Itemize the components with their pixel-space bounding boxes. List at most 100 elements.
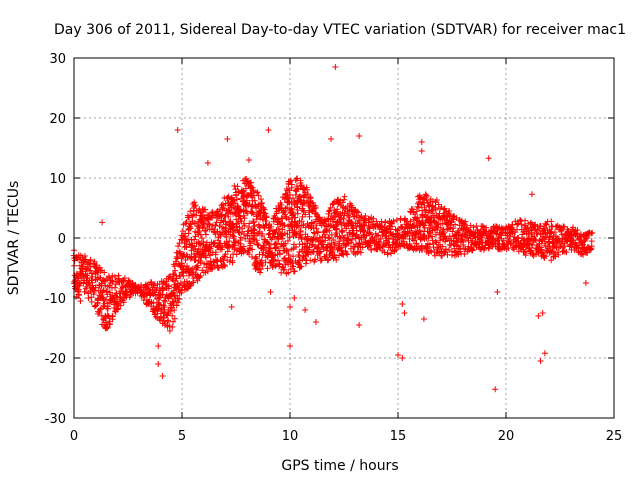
data-point: [191, 203, 198, 210]
data-point: [588, 238, 595, 245]
data-point: [259, 230, 266, 237]
data-point: [535, 227, 542, 234]
data-point: [167, 308, 174, 315]
data-point: [252, 201, 259, 208]
data-point: [284, 237, 291, 244]
data-point: [281, 230, 288, 237]
data-point: [512, 218, 519, 225]
data-point: [413, 208, 420, 215]
data-point: [303, 243, 310, 250]
data-point: [88, 270, 95, 277]
data-point: [588, 243, 595, 250]
data-point: [237, 237, 244, 244]
data-point: [166, 327, 173, 334]
data-point: [251, 197, 258, 204]
data-point: [172, 258, 179, 265]
data-point: [442, 246, 449, 253]
data-point: [206, 221, 213, 228]
data-point: [332, 239, 339, 246]
data-point: [307, 225, 314, 232]
data-point: [522, 252, 529, 259]
data-point: [104, 303, 111, 310]
data-point: [315, 228, 322, 235]
data-point: [343, 241, 350, 248]
data-point: [534, 230, 541, 237]
data-point: [192, 202, 199, 209]
data-point: [531, 233, 538, 240]
data-point: [258, 257, 265, 264]
data-point: [353, 227, 360, 234]
data-point: [190, 275, 197, 282]
data-point: [345, 236, 352, 243]
data-point: [525, 240, 532, 247]
data-point: [296, 248, 303, 255]
data-point: [262, 217, 269, 224]
data-point: [458, 236, 465, 243]
data-point: [100, 287, 107, 294]
data-point: [298, 182, 305, 189]
data-point: [541, 350, 548, 357]
data-point: [326, 235, 333, 242]
data-point: [356, 239, 363, 246]
data-point: [273, 245, 280, 252]
data-point: [300, 207, 307, 214]
data-point: [370, 215, 377, 222]
data-point: [103, 288, 110, 295]
data-point: [301, 252, 308, 259]
data-point: [165, 317, 172, 324]
data-point: [144, 285, 151, 292]
data-point: [182, 243, 189, 250]
data-point: [563, 238, 570, 245]
data-point: [152, 292, 159, 299]
data-point: [478, 243, 485, 250]
data-point: [515, 234, 522, 241]
data-point: [176, 295, 183, 302]
data-point: [171, 263, 178, 270]
data-point: [71, 257, 78, 264]
data-point: [234, 203, 241, 210]
data-point: [384, 251, 391, 258]
data-point: [226, 244, 233, 251]
data-point: [538, 244, 545, 251]
data-point: [302, 307, 309, 313]
data-point: [194, 277, 201, 284]
data-point: [183, 286, 190, 293]
data-point: [262, 210, 269, 217]
y-tick-label: 0: [58, 232, 66, 247]
data-point: [578, 250, 585, 257]
data-point: [285, 269, 292, 276]
data-point: [166, 273, 173, 280]
data-point: [423, 192, 430, 199]
data-point: [390, 218, 397, 225]
data-point: [266, 227, 273, 234]
data-point: [86, 260, 93, 267]
data-point: [326, 227, 333, 234]
data-point: [294, 175, 301, 182]
y-tick-label: 20: [49, 112, 66, 127]
data-point: [531, 222, 538, 229]
data-point: [349, 204, 356, 211]
y-tick-label: -20: [45, 352, 66, 367]
data-point: [314, 245, 321, 252]
data-point: [293, 244, 300, 251]
data-point: [309, 199, 316, 206]
data-point: [338, 228, 345, 235]
data-point: [352, 232, 359, 239]
data-point: [250, 218, 257, 225]
data-point: [203, 231, 210, 238]
data-point: [411, 244, 418, 251]
data-point: [234, 220, 241, 227]
data-point: [393, 246, 400, 253]
data-point: [344, 203, 351, 210]
data-point: [382, 219, 389, 226]
data-point: [266, 244, 273, 251]
data-point: [174, 254, 181, 261]
data-point: [282, 213, 289, 220]
data-point: [226, 258, 233, 265]
data-point: [289, 195, 296, 202]
data-point: [332, 213, 339, 220]
data-point: [218, 211, 225, 218]
data-point: [485, 244, 492, 251]
data-point: [548, 257, 555, 264]
data-point: [525, 228, 532, 235]
